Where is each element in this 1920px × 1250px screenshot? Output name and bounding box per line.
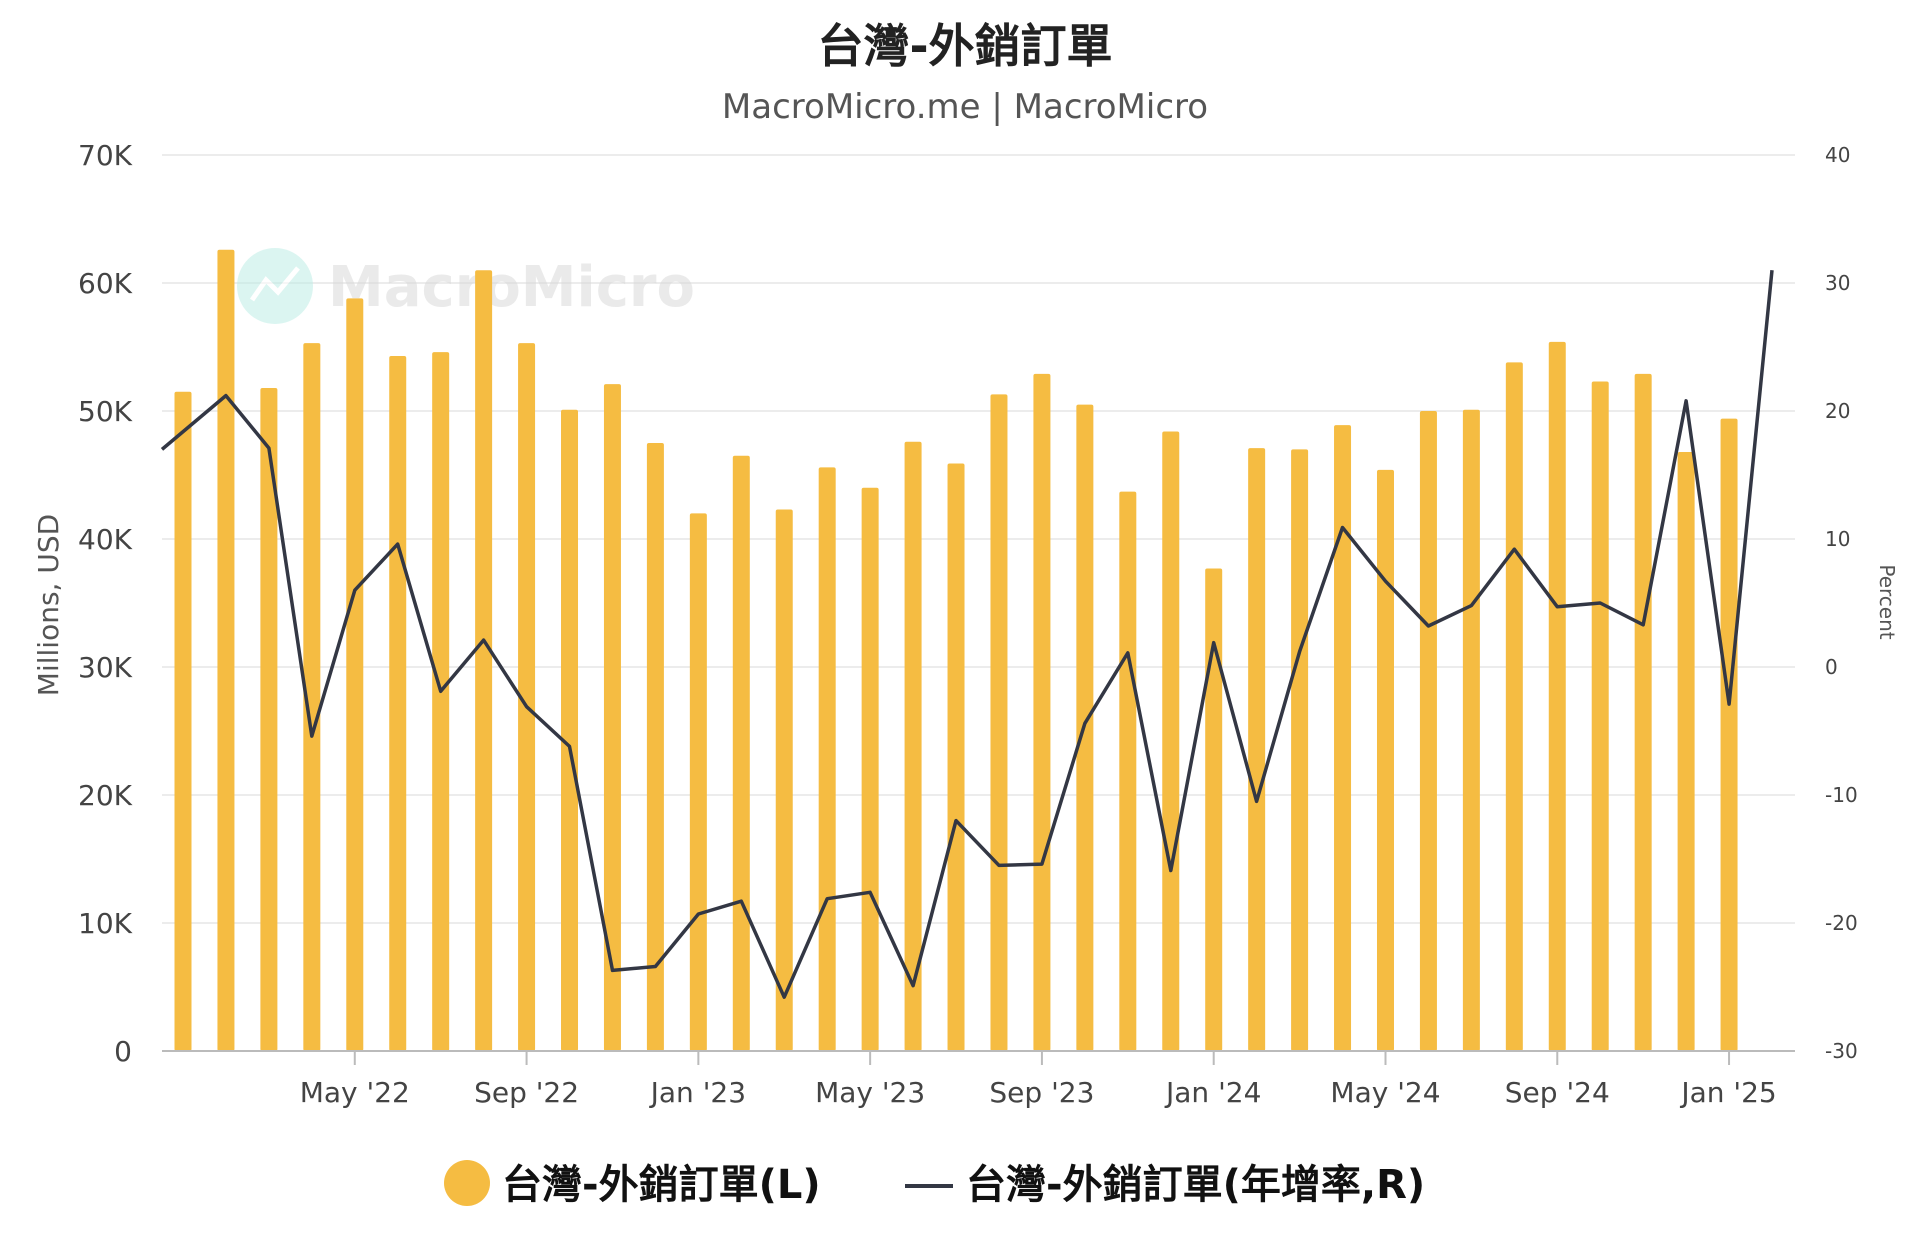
y-right-tick-label: 20 — [1825, 399, 1850, 423]
x-tick-label: May '23 — [815, 1076, 925, 1109]
bar — [260, 387, 278, 1052]
x-axis: May '22 Sep '22 Jan '23 May '23 Sep '23 Jan '… — [162, 1050, 1795, 1109]
bar — [303, 343, 321, 1051]
bar — [475, 270, 493, 1051]
y-axis-left: 0 10K 20K 30K 40K 50K 60K 70K — [78, 139, 133, 1068]
bar — [174, 391, 192, 1051]
y-left-tick-label: 70K — [78, 139, 133, 172]
bar — [1634, 373, 1652, 1051]
y-left-tick-label: 40K — [78, 523, 133, 556]
bar — [775, 509, 793, 1051]
y-right-tick-label: 0 — [1825, 655, 1838, 679]
watermark-logo-mark — [249, 266, 300, 302]
bar — [217, 249, 235, 1052]
bar — [1119, 491, 1137, 1051]
bar — [732, 455, 750, 1051]
bar — [1548, 341, 1566, 1051]
bar — [1205, 568, 1223, 1051]
y-right-tick-label: -20 — [1825, 911, 1858, 935]
bar — [1248, 448, 1266, 1051]
bar — [646, 443, 664, 1051]
x-tick-label: May '22 — [300, 1076, 410, 1109]
bar-series — [174, 249, 1738, 1052]
chart-title: 台灣-外銷訂單 — [817, 19, 1112, 73]
watermark-text: MacroMicro — [328, 255, 695, 320]
y-left-tick-label: 30K — [78, 651, 133, 684]
x-tick-label: Jan '23 — [649, 1076, 746, 1109]
bar — [861, 487, 879, 1051]
bar — [689, 513, 707, 1051]
bar — [603, 384, 621, 1051]
y-left-tick-label: 60K — [78, 267, 133, 300]
x-tick-label: May '24 — [1330, 1076, 1440, 1109]
y-left-tick-label: 50K — [78, 395, 133, 428]
line-series — [160, 270, 1774, 999]
y-axis-left-label: Millions, USD — [32, 514, 65, 696]
legend-bar-label: 台灣-外銷訂單(L) — [502, 1162, 821, 1208]
y-axis-right-label: Percent — [1875, 564, 1899, 639]
bar — [1720, 418, 1738, 1051]
bar — [1419, 411, 1437, 1051]
y-right-tick-label: 10 — [1825, 527, 1850, 551]
line-path — [160, 270, 1774, 999]
bar — [389, 355, 407, 1052]
bar — [518, 343, 536, 1051]
bar — [346, 298, 364, 1051]
bar — [904, 441, 922, 1052]
y-left-tick-label: 20K — [78, 779, 133, 812]
bar — [1677, 451, 1695, 1052]
x-tick-label: Sep '23 — [989, 1076, 1094, 1109]
bar — [1591, 381, 1609, 1051]
bar — [990, 394, 1008, 1051]
y-right-tick-label: -30 — [1825, 1039, 1858, 1063]
x-tick-label: Jan '24 — [1164, 1076, 1261, 1109]
x-tick-label: Sep '22 — [474, 1076, 579, 1109]
watermark: MacroMicro — [237, 248, 695, 324]
y-right-tick-label: 30 — [1825, 271, 1850, 295]
bar — [1334, 425, 1352, 1052]
bar — [818, 467, 836, 1051]
x-tick-label: Jan '25 — [1679, 1076, 1776, 1109]
x-tick-label: Sep '24 — [1505, 1076, 1610, 1109]
bar — [947, 463, 965, 1052]
legend-line-label: 台灣-外銷訂單(年增率,R) — [966, 1162, 1425, 1208]
y-right-tick-label: -10 — [1825, 783, 1858, 807]
bar — [1376, 469, 1394, 1051]
y-left-tick-label: 0 — [114, 1035, 132, 1068]
bar — [1291, 449, 1309, 1051]
bar — [561, 409, 579, 1052]
bar — [1462, 409, 1480, 1052]
bar — [1162, 431, 1180, 1052]
legend-bar-marker — [444, 1160, 490, 1206]
chart-subtitle: MacroMicro.me | MacroMicro — [722, 87, 1208, 127]
bar — [432, 352, 450, 1051]
y-axis-right: -30 -20 -10 0 10 20 30 40 — [1825, 143, 1858, 1063]
y-right-tick-label: 40 — [1825, 143, 1850, 167]
bar — [1033, 373, 1051, 1051]
y-left-tick-label: 10K — [78, 907, 133, 940]
legend: 台灣-外銷訂單(L) 台灣-外銷訂單(年增率,R) — [444, 1160, 1425, 1208]
bar — [1505, 362, 1523, 1051]
